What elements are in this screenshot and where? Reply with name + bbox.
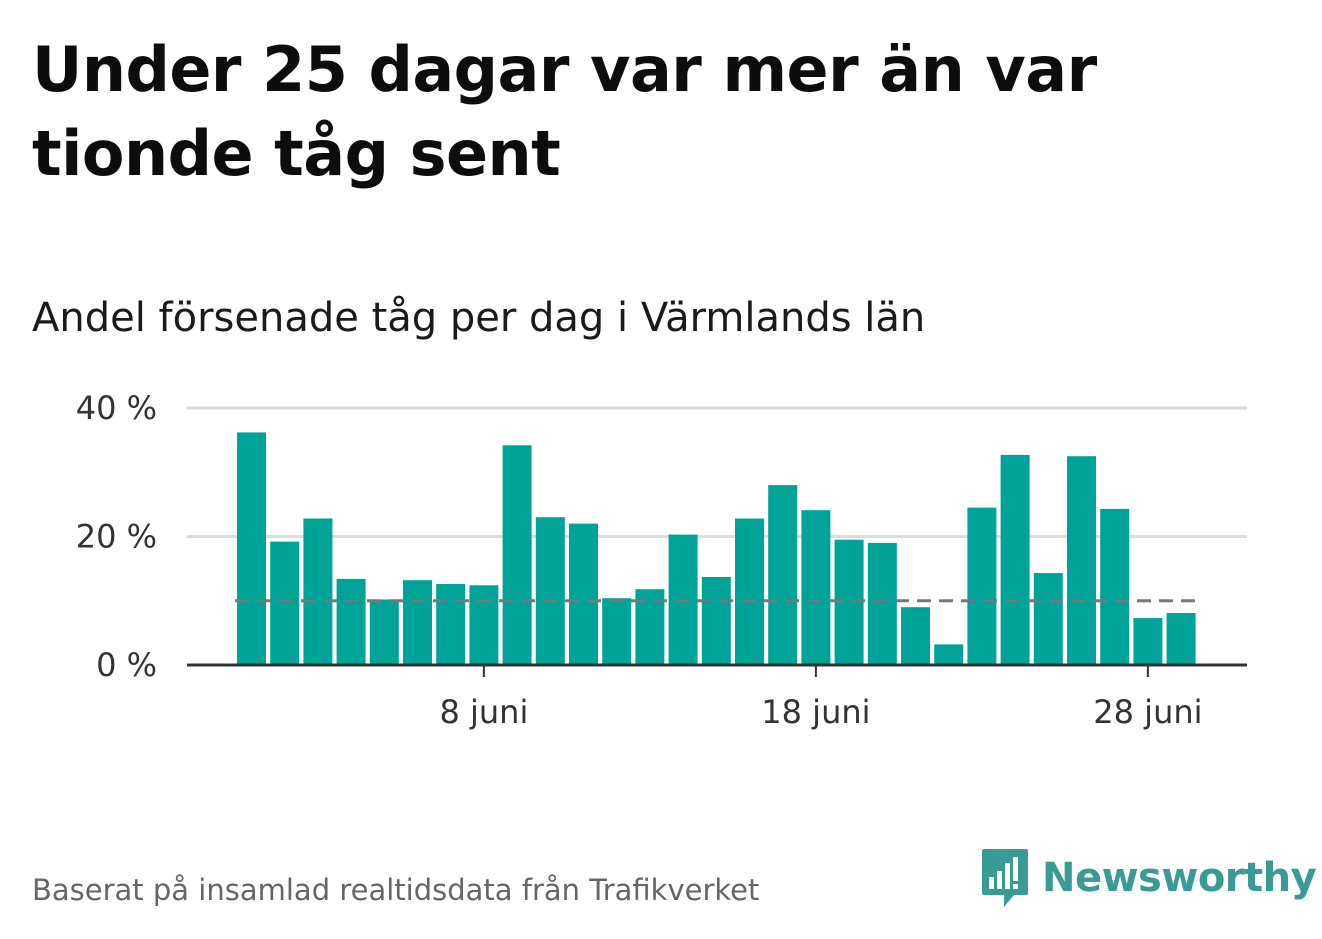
bar <box>768 485 798 665</box>
axes: 0 % 20 % 40 % 8 juni 18 juni 28 juni <box>76 389 1247 731</box>
bar <box>403 580 432 665</box>
bar <box>1166 613 1196 665</box>
bars <box>237 432 1196 665</box>
bar <box>967 507 997 665</box>
bar <box>469 585 499 665</box>
bar <box>701 577 731 665</box>
bar <box>369 599 399 665</box>
bar <box>502 445 532 665</box>
y-tick-label: 40 % <box>76 389 157 427</box>
bar <box>934 644 964 665</box>
x-tick-label: 8 juni <box>439 693 528 731</box>
bar <box>901 607 930 665</box>
bar <box>867 542 897 665</box>
x-tick-label: 28 juni <box>1093 693 1202 731</box>
source-note: Baserat på insamlad realtidsdata från Tr… <box>32 873 760 907</box>
bar <box>270 541 300 665</box>
bar <box>1067 456 1096 665</box>
y-tick-label: 20 % <box>76 518 157 556</box>
bar <box>436 584 466 665</box>
x-tick-label: 18 juni <box>761 693 870 731</box>
chart-title: Under 25 dagar var mer än var tionde tåg… <box>32 33 1097 190</box>
newsworthy-logo: Newsworthy <box>980 846 1317 910</box>
logo-text: Newsworthy <box>1042 855 1317 901</box>
bar <box>1033 573 1063 665</box>
bar <box>569 523 598 665</box>
newsworthy-logo-icon <box>982 849 1028 907</box>
bar <box>602 598 632 665</box>
bar <box>303 518 333 665</box>
bar <box>237 432 266 665</box>
y-tick-label: 0 % <box>96 646 157 684</box>
chart-subtitle: Andel försenade tåg per dag i Värmlands … <box>32 295 926 341</box>
bar <box>336 578 366 665</box>
bar <box>735 518 764 665</box>
bar <box>1000 454 1030 665</box>
bar <box>1100 508 1130 665</box>
bar-chart: 0 % 20 % 40 % 8 juni 18 juni 28 juni <box>76 389 1247 731</box>
bar <box>801 510 831 665</box>
bar <box>834 539 864 665</box>
bar <box>1133 618 1163 665</box>
bar <box>535 517 565 665</box>
